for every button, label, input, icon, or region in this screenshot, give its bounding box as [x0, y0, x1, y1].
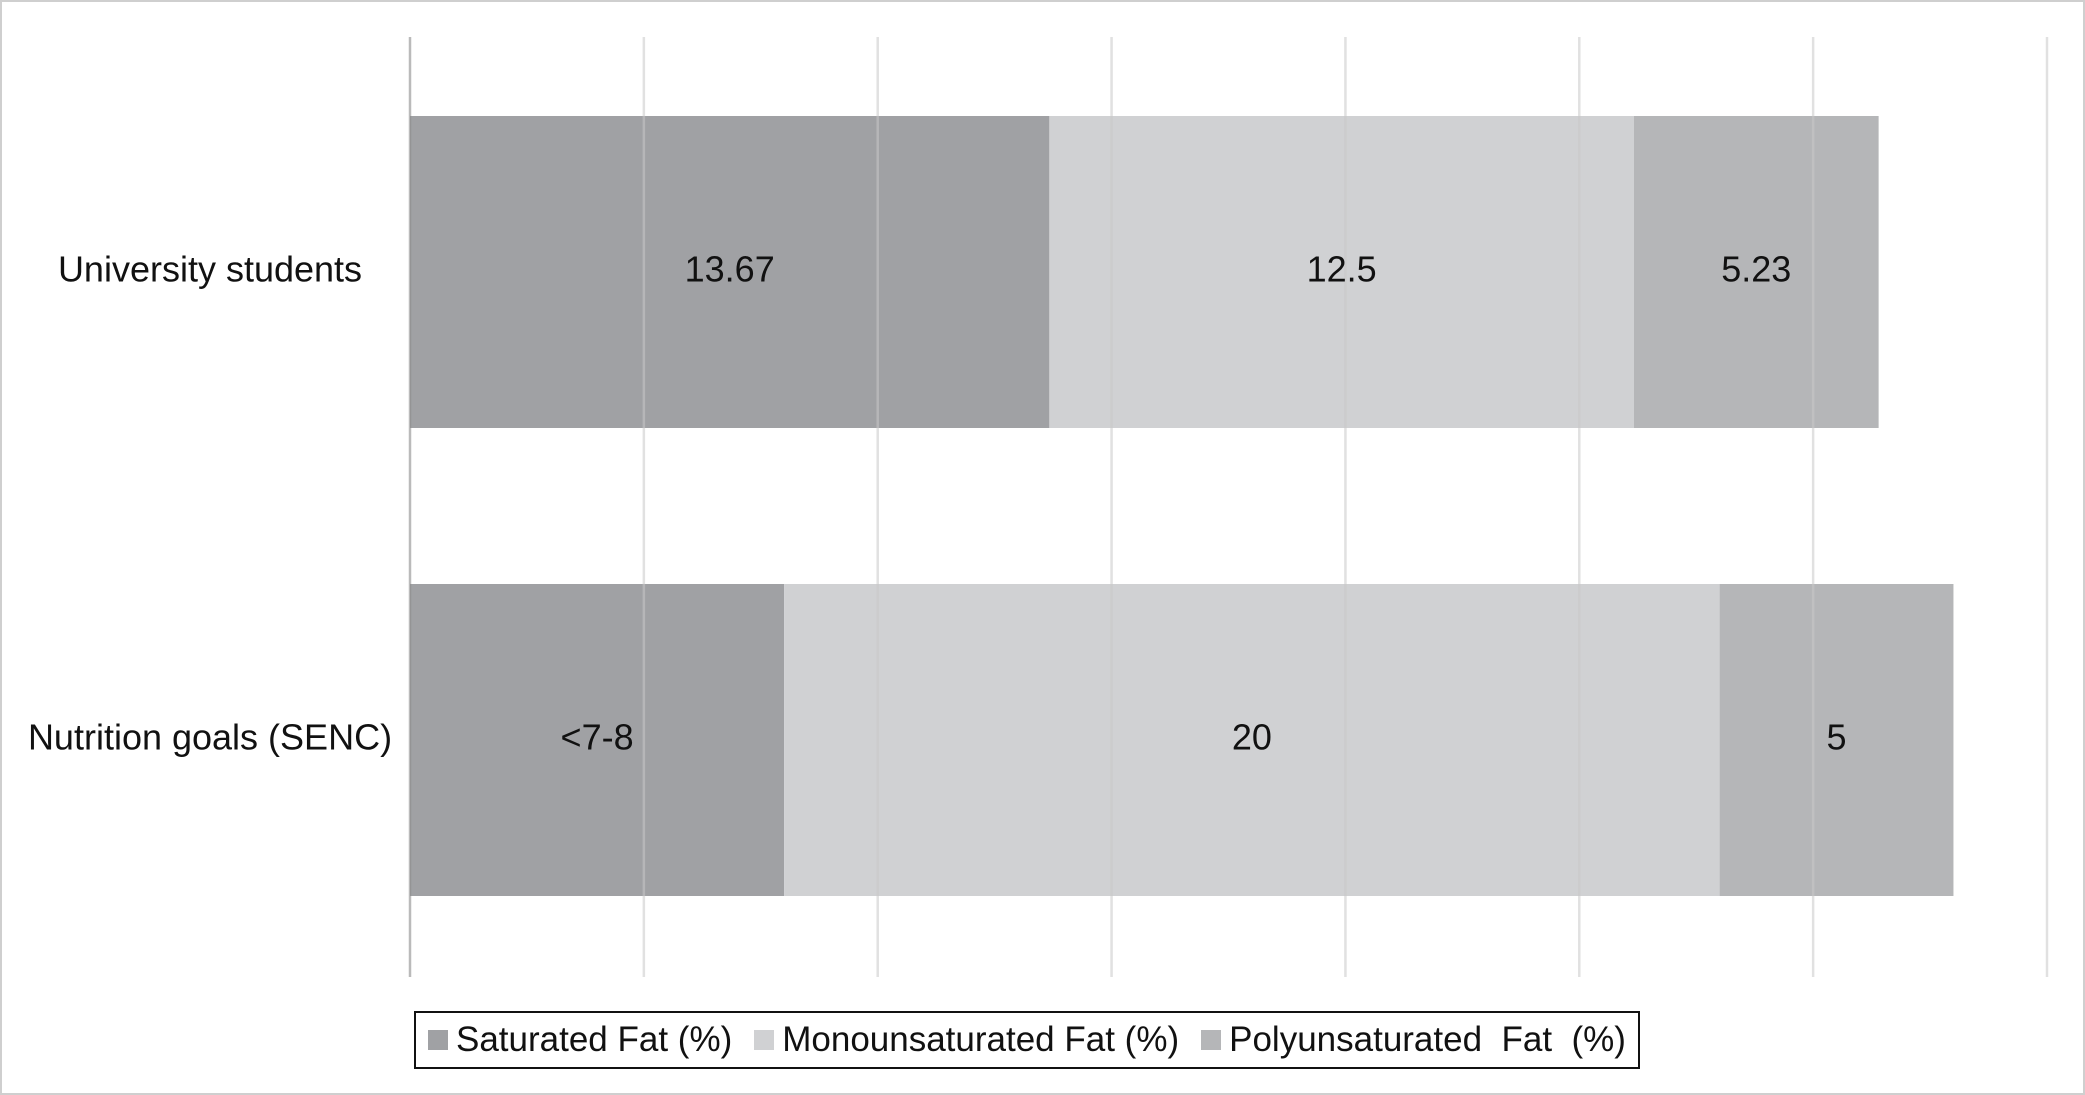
- bar-segment: [1719, 584, 1954, 896]
- legend-swatch: [1201, 1030, 1222, 1050]
- legend-item: Monounsaturated Fat (%): [754, 1020, 1179, 1060]
- legend-swatch: [754, 1030, 775, 1050]
- legend-label: Saturated Fat (%): [456, 1020, 733, 1059]
- legend-label: Polyunsaturated Fat (%): [1229, 1020, 1626, 1059]
- data-label: 5.23: [1721, 249, 1791, 290]
- data-label: <7-8: [561, 717, 634, 758]
- bar-segment: [784, 584, 1720, 896]
- y-tick-label: Nutrition goals (SENC): [28, 717, 392, 758]
- data-label: 20: [1232, 717, 1272, 758]
- legend: Saturated Fat (%) Monounsaturated Fat (%)…: [414, 1011, 1640, 1069]
- bar-segment: [410, 584, 785, 896]
- bar-segment: [410, 116, 1050, 428]
- legend-label: Monounsaturated Fat (%): [782, 1020, 1180, 1059]
- legend-item: Polyunsaturated Fat (%): [1201, 1020, 1626, 1060]
- bar-segment: [1634, 116, 1879, 428]
- data-label: 12.5: [1307, 249, 1377, 290]
- legend-item: Saturated Fat (%): [428, 1020, 732, 1060]
- legend-swatch: [428, 1030, 448, 1050]
- data-label: 5: [1827, 717, 1847, 758]
- bar-segment: [1049, 116, 1635, 428]
- y-tick-label: University students: [58, 249, 362, 290]
- data-label: 13.67: [685, 249, 775, 290]
